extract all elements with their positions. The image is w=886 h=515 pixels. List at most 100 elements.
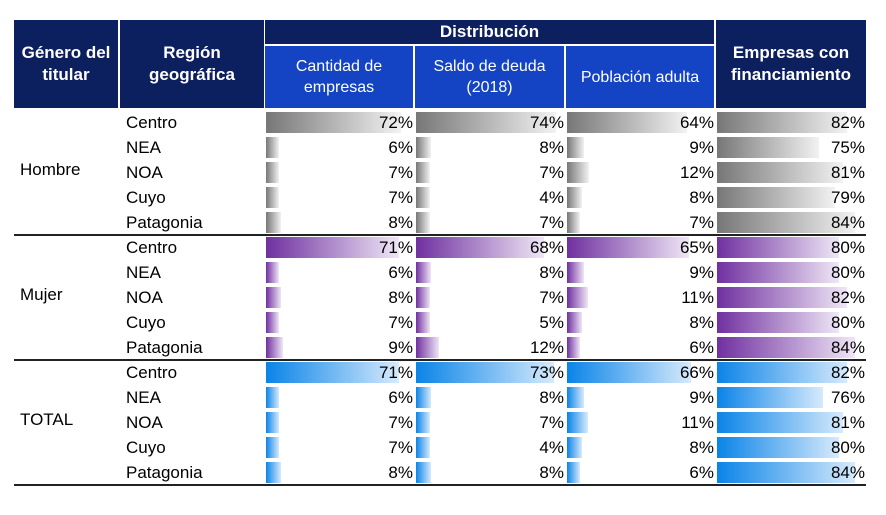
region-label: Patagonia [126, 463, 203, 482]
data-bar [567, 237, 689, 258]
data-bar [717, 312, 839, 333]
value-label: 82% [830, 363, 865, 382]
value-cell: 6% [265, 385, 414, 410]
value-label: 80% [830, 238, 865, 257]
data-bar [717, 187, 835, 208]
value-cell: 8% [265, 210, 414, 235]
data-bar [717, 337, 855, 358]
header-gender: Género del titular [14, 20, 118, 108]
value-cell: 7% [415, 285, 565, 310]
value-label: 74% [529, 113, 564, 132]
value-label: 6% [388, 138, 413, 157]
value-cell: 7% [415, 160, 565, 185]
value-label: 11% [681, 288, 714, 307]
data-bar [266, 137, 279, 158]
value-label: 84% [830, 213, 865, 232]
value-cell: 82% [716, 285, 866, 310]
data-bar [266, 212, 281, 233]
value-label: 84% [830, 338, 865, 357]
data-bar [717, 437, 839, 458]
data-bar [717, 462, 855, 483]
value-cell: 71% [265, 360, 414, 385]
value-label: 8% [539, 388, 564, 407]
region-label: Cuyo [126, 438, 166, 457]
table-row: Cuyo 7% 4% 8% 80% [14, 435, 866, 460]
value-cell: 8% [265, 460, 414, 485]
data-bar [416, 262, 431, 283]
data-bar [266, 162, 279, 183]
value-cell: 82% [716, 110, 866, 135]
table-row: NEA 6% 8% 9% 75% [14, 135, 866, 160]
value-label: 8% [689, 438, 714, 457]
group-label: Hombre [20, 160, 81, 179]
value-label: 76% [830, 388, 865, 407]
value-cell: 80% [716, 310, 866, 335]
value-label: 7% [689, 213, 714, 232]
value-label: 12% [529, 338, 564, 357]
table-row: NEA 6% 8% 9% 80% [14, 260, 866, 285]
value-label: 80% [830, 438, 865, 457]
data-bar [416, 137, 431, 158]
value-label: 65% [679, 238, 714, 257]
value-label: 8% [689, 188, 714, 207]
value-label: 8% [388, 288, 413, 307]
value-label: 7% [539, 213, 564, 232]
data-bar [567, 262, 584, 283]
value-cell: 82% [716, 360, 866, 385]
value-cell: 76% [716, 385, 866, 410]
table-row: Patagonia 8% 7% 7% 84% [14, 210, 866, 235]
header-region: Región geográfica [120, 20, 264, 108]
value-cell: 71% [265, 235, 414, 260]
value-cell: 7% [265, 160, 414, 185]
data-bar [717, 262, 839, 283]
region-label: Patagonia [126, 213, 203, 232]
value-label: 7% [539, 163, 564, 182]
value-label: 11% [681, 413, 714, 432]
data-bar [416, 412, 430, 433]
value-cell: 74% [415, 110, 565, 135]
value-label: 6% [388, 263, 413, 282]
data-bar [416, 362, 554, 383]
value-cell: 84% [716, 460, 866, 485]
value-label: 75% [830, 138, 865, 157]
data-bar [416, 312, 430, 333]
group-divider [14, 484, 866, 486]
value-label: 66% [679, 363, 714, 382]
value-label: 4% [539, 438, 564, 457]
value-cell: 72% [265, 110, 414, 135]
table-row: Centro 71% 73% 66% 82% [14, 360, 866, 385]
value-cell: 4% [415, 435, 565, 460]
value-label: 7% [388, 313, 413, 332]
value-cell: 12% [415, 335, 565, 360]
data-bar [416, 287, 430, 308]
region-label: Centro [126, 238, 178, 257]
value-cell: 80% [716, 260, 866, 285]
value-label: 80% [830, 313, 865, 332]
data-bar [416, 187, 430, 208]
region-label: NOA [126, 413, 163, 432]
value-cell: 7% [265, 435, 414, 460]
value-cell: 8% [566, 310, 715, 335]
value-cell: 7% [265, 185, 414, 210]
data-bar [717, 387, 823, 408]
value-cell: 9% [566, 260, 715, 285]
value-label: 12% [679, 163, 714, 182]
data-bar [416, 112, 556, 133]
value-cell: 84% [716, 210, 866, 235]
region-label: Centro [126, 363, 178, 382]
value-label: 84% [830, 463, 865, 482]
value-cell: 68% [415, 235, 565, 260]
value-label: 81% [830, 163, 865, 182]
data-bar [266, 262, 279, 283]
data-bar [416, 437, 430, 458]
value-label: 8% [388, 213, 413, 232]
value-cell: 9% [566, 135, 715, 160]
header-population: Población adulta [566, 46, 714, 108]
value-cell: 66% [566, 360, 715, 385]
value-cell: 65% [566, 235, 715, 260]
table-row: Cuyo 7% 4% 8% 79% [14, 185, 866, 210]
header-companies: Cantidad de empresas [265, 46, 413, 108]
value-label: 9% [689, 263, 714, 282]
data-bar [567, 337, 580, 358]
value-cell: 8% [265, 285, 414, 310]
